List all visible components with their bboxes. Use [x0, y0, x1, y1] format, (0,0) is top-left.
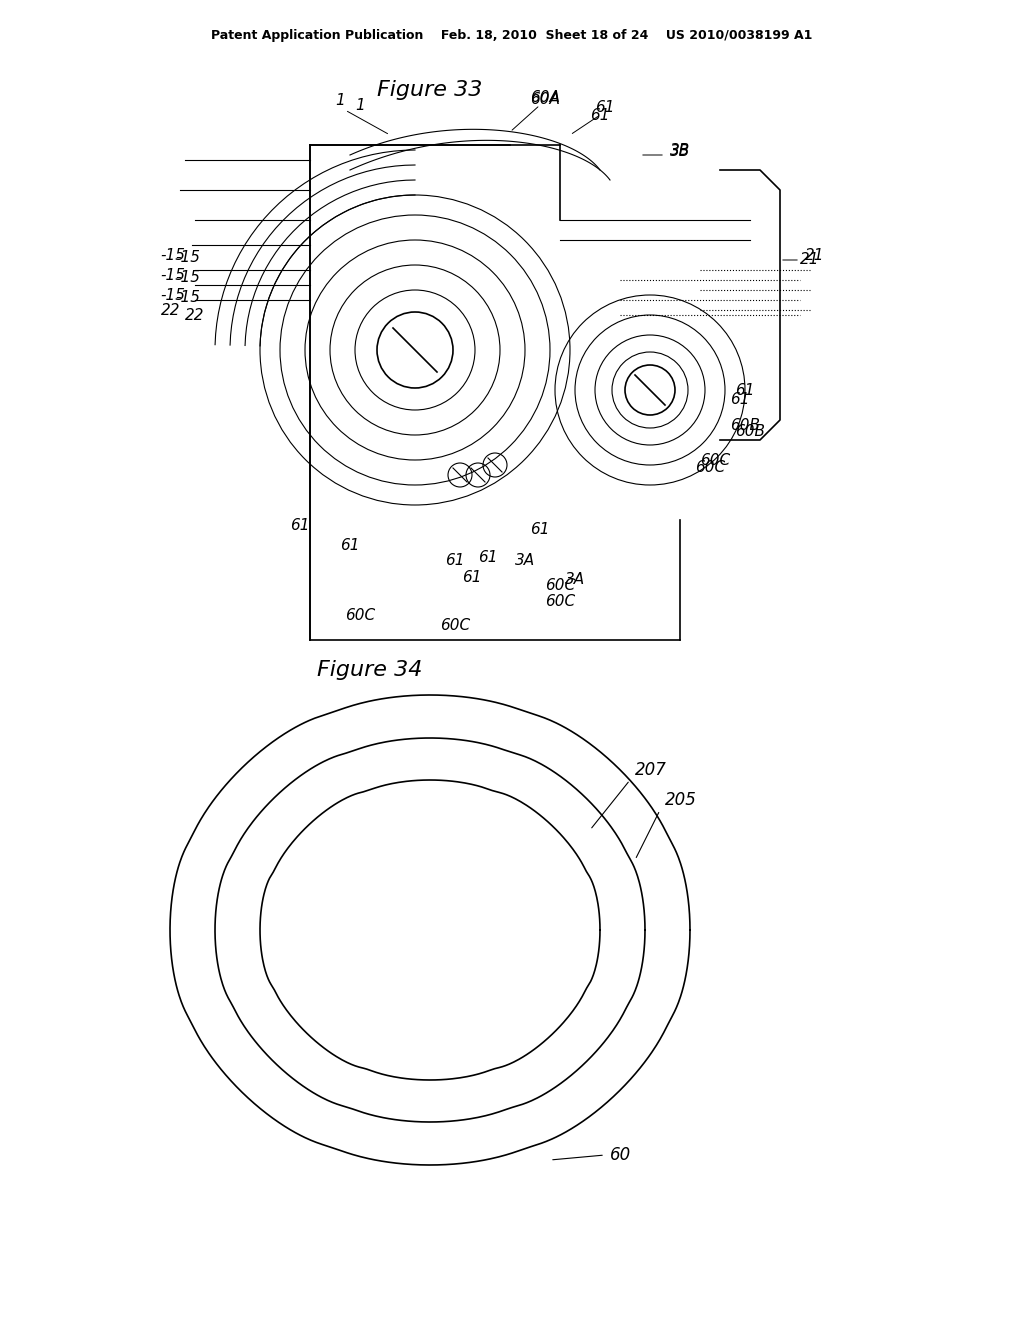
Text: 3B: 3B [670, 143, 690, 158]
Text: Patent Application Publication    Feb. 18, 2010  Sheet 18 of 24    US 2010/00381: Patent Application Publication Feb. 18, … [211, 29, 813, 41]
Text: 61: 61 [730, 392, 750, 408]
Text: 61: 61 [590, 107, 609, 123]
Text: 21: 21 [805, 248, 824, 263]
Text: 61: 61 [595, 100, 614, 115]
Text: -15: -15 [175, 290, 200, 305]
Text: 3A: 3A [565, 573, 585, 587]
Text: -15: -15 [175, 271, 200, 285]
Text: 61: 61 [478, 550, 498, 565]
Text: 60C: 60C [700, 453, 730, 469]
Text: -15: -15 [160, 288, 185, 304]
Text: 60C: 60C [545, 594, 575, 610]
Text: 61: 61 [530, 523, 550, 537]
Text: 61: 61 [290, 517, 309, 533]
Text: 61: 61 [445, 553, 465, 568]
Text: 60C: 60C [345, 609, 375, 623]
Text: 61: 61 [340, 539, 359, 553]
Text: 3B: 3B [670, 144, 690, 160]
Text: 61: 61 [735, 383, 755, 399]
Text: 60B: 60B [730, 418, 760, 433]
Text: -15: -15 [160, 248, 185, 263]
Text: 60C: 60C [440, 618, 470, 632]
Text: 61: 61 [462, 570, 481, 586]
Text: 3A: 3A [515, 553, 536, 568]
Text: 1: 1 [355, 98, 365, 112]
Text: 22: 22 [185, 308, 205, 322]
Text: 207: 207 [635, 762, 667, 779]
Text: 60A: 60A [530, 92, 560, 107]
Text: 60C: 60C [545, 578, 575, 593]
Text: Figure 34: Figure 34 [317, 660, 423, 680]
Text: Figure 33: Figure 33 [377, 81, 482, 100]
Text: 205: 205 [665, 791, 697, 809]
Text: 22: 22 [161, 304, 180, 318]
Text: 60C: 60C [695, 461, 725, 475]
Text: 60A: 60A [530, 90, 560, 106]
Text: -15: -15 [175, 251, 200, 265]
Text: 21: 21 [800, 252, 819, 268]
Text: 60B: 60B [735, 425, 765, 440]
Text: 60: 60 [610, 1146, 631, 1164]
Text: 1: 1 [335, 92, 345, 108]
Text: -15: -15 [160, 268, 185, 282]
